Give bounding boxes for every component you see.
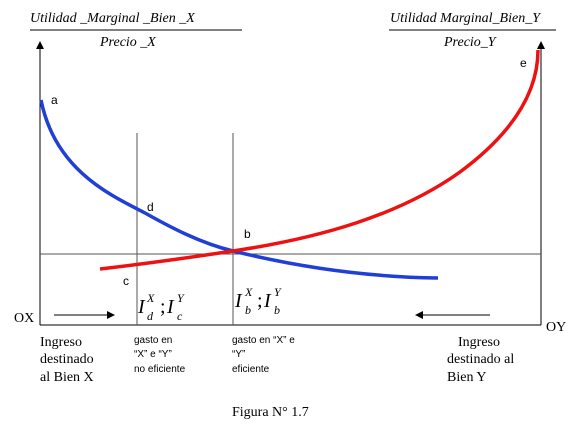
- point-label-a: a: [51, 93, 58, 107]
- eq1-sep: ;: [160, 296, 166, 318]
- axis-label-oy: OY: [546, 320, 566, 335]
- income-y-label: Ingreso destinado al Bien Y: [447, 335, 514, 385]
- eq1-base1: I: [137, 296, 146, 318]
- figure-caption: Figura N° 1.7: [232, 405, 309, 420]
- left-fraction-numerator: Utilidad _Marginal _Bien _X: [30, 11, 195, 26]
- right-fraction-denominator: Precio_Y: [443, 35, 498, 50]
- spending-inefficient-line-2: “X” e “Y”: [134, 349, 172, 360]
- spending-inefficient-line-1: gasto en: [134, 335, 172, 346]
- eq2-sup2: Y: [274, 285, 282, 299]
- income-x-line-1: Ingreso: [40, 335, 82, 350]
- spending-efficient-line-2: “Y”: [232, 349, 245, 360]
- spending-efficient-label: gasto en “X” e “Y” eficiente: [232, 335, 295, 375]
- eq1-sup2: Y: [177, 291, 185, 305]
- income-y-line-2: destinado al: [447, 352, 514, 367]
- eq2-sub2: b: [274, 303, 280, 317]
- equation-efficient: I X b ; I Y b: [234, 285, 282, 317]
- eq2-sup1: X: [244, 285, 253, 299]
- eq2-base2: I: [263, 290, 272, 312]
- spending-efficient-line-3: eficiente: [232, 364, 270, 375]
- point-label-d: d: [147, 200, 154, 214]
- left-fraction-denominator: Precio _X: [99, 35, 156, 50]
- eq2-sep: ;: [257, 290, 263, 312]
- spending-inefficient-label: gasto en “X” e “Y” no eficiente: [134, 335, 186, 375]
- point-label-b: b: [244, 227, 251, 241]
- eq1-base2: I: [166, 296, 175, 318]
- red-marginal-utility-curve-y: [99, 49, 540, 271]
- equation-inefficient: I X d ; I Y c: [137, 291, 185, 323]
- right-fraction-numerator: Utilidad Marginal_Bien_Y: [390, 11, 542, 26]
- eq2-base1: I: [234, 290, 243, 312]
- income-y-line-1: Ingreso: [458, 335, 500, 350]
- spending-inefficient-line-3: no eficiente: [134, 364, 186, 375]
- eq1-sub1: d: [147, 309, 154, 323]
- eq1-sup1: X: [146, 291, 155, 305]
- income-x-line-3: al Bien X: [40, 370, 94, 385]
- eq2-sub1: b: [245, 303, 251, 317]
- income-x-label: Ingreso destinado al Bien X: [40, 335, 94, 385]
- income-x-line-2: destinado: [40, 352, 94, 367]
- spending-efficient-line-1: gasto en “X” e: [232, 335, 295, 346]
- axis-label-ox: OX: [14, 311, 34, 326]
- point-label-e: e: [520, 56, 527, 70]
- point-label-c: c: [123, 274, 129, 288]
- eq1-sub2: c: [177, 309, 183, 323]
- income-y-line-3: Bien Y: [447, 370, 487, 385]
- blue-marginal-utility-curve-x: [39, 99, 439, 280]
